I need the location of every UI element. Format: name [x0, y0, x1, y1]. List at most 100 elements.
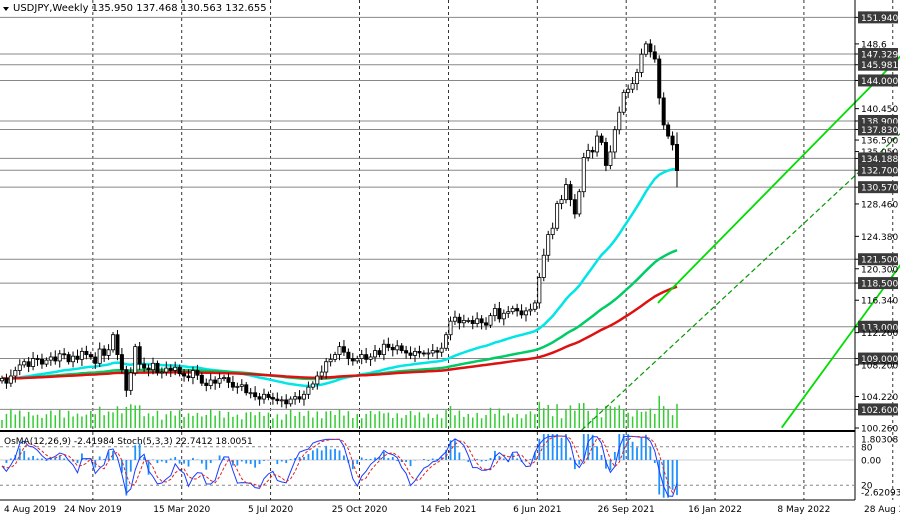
candle-body [57, 353, 62, 362]
candle-body [492, 308, 497, 317]
candle-body [563, 184, 568, 201]
channel-upper-line [657, 55, 900, 304]
price-tag [858, 152, 898, 165]
candle-body [133, 346, 138, 374]
candle-body [159, 371, 164, 374]
subwindow-scale-label: 20 [861, 482, 873, 492]
time-tick-label: 5 Jul 2020 [248, 505, 293, 515]
candle-body [381, 343, 386, 355]
time-tick-label: 24 Nov 2019 [64, 505, 122, 515]
candle-body [13, 370, 18, 377]
candle-body [168, 367, 173, 371]
price-tag [858, 352, 898, 365]
candle-body [417, 351, 422, 354]
channel-middle-line [581, 133, 900, 431]
price-tag-label: 118.500 [861, 280, 898, 290]
candle-body [675, 144, 680, 172]
price-tag [858, 403, 898, 416]
symbol-dropdown-icon[interactable] [3, 7, 9, 11]
time-tick-label: 26 Sep 2021 [598, 505, 655, 515]
price-tag [858, 58, 898, 71]
volume-bars [1, 395, 678, 428]
candle-body [586, 149, 591, 158]
candle-body [603, 142, 608, 166]
candle-body [301, 393, 306, 400]
price-tick-label: 104.220 [861, 393, 898, 403]
time-tick-label: 8 May 2022 [777, 505, 830, 515]
candle-body [102, 348, 107, 356]
candle-body [457, 316, 462, 324]
candle-body [506, 311, 511, 314]
moving-averages [1, 168, 678, 388]
price-tick-label: 100.260 [861, 425, 898, 435]
candle-body [284, 399, 289, 405]
candle-body [359, 354, 364, 359]
ema-cyan-line [1, 168, 677, 388]
candle-body [208, 379, 213, 386]
price-tick-label: 112.260 [861, 329, 898, 339]
candle-body [515, 308, 520, 312]
price-tag [858, 48, 898, 61]
price-tag-label: 102.600 [861, 406, 898, 416]
candle-body [39, 358, 44, 365]
candle-body [248, 392, 253, 395]
price-tick-label: 148.6 [861, 40, 887, 50]
candle-body [377, 350, 382, 355]
candle-body [395, 345, 400, 351]
candle-body [137, 346, 142, 365]
candle-body [44, 359, 49, 365]
candle-body [66, 354, 71, 363]
candle-body [595, 135, 600, 153]
candle-body [572, 199, 577, 215]
candle-body [222, 377, 227, 380]
candle-body [519, 310, 524, 316]
price-tag-label: 151.940 [861, 14, 898, 24]
candle-body [26, 361, 31, 367]
candle-body [532, 302, 537, 310]
candle-body [88, 354, 93, 358]
candle-body [310, 383, 315, 388]
candle-body [119, 354, 124, 371]
candle-body [275, 398, 280, 402]
price-tag-label: 147.329 [861, 51, 898, 61]
candle-body [577, 191, 582, 215]
candle-body [444, 334, 449, 349]
candle-body [315, 375, 320, 385]
candle-body [239, 384, 244, 387]
time-axis: 4 Aug 2019 24 Nov 2019 15 Mar 2020 5 Jul 20… [4, 505, 900, 515]
candle-body [0, 378, 4, 382]
candle-body [608, 151, 613, 166]
candle-body [635, 72, 640, 85]
subwindow-scale-label: 80 [861, 443, 873, 453]
candle-body [670, 135, 675, 146]
candle-body [568, 184, 573, 201]
candle-body [244, 384, 249, 394]
price-tag-label: 113.000 [861, 323, 898, 333]
candle-body [448, 320, 453, 336]
price-tag-label: 132.700 [861, 167, 898, 177]
candle-body [262, 393, 267, 400]
price-tag-label: 145.981 [861, 61, 898, 71]
price-tick-label: 124.380 [861, 233, 898, 243]
candle-body [195, 370, 200, 376]
candle-body [528, 308, 533, 312]
candle-body [555, 203, 560, 229]
ema-red-line [1, 285, 678, 380]
candle-body [479, 318, 484, 324]
time-tick-label: 4 Aug 2019 [4, 505, 56, 515]
time-tick-label: 14 Feb 2021 [420, 505, 476, 515]
candle-body [475, 318, 480, 324]
candle-body [612, 129, 617, 153]
price-tag [858, 181, 898, 194]
chart-header: USDJPY,Weekly 135.950 137.468 130.563 13… [13, 3, 267, 14]
candle-body [404, 350, 409, 354]
candle-body [452, 316, 457, 322]
candle-body [106, 349, 111, 356]
candle-body [253, 392, 258, 398]
candle-body [524, 310, 529, 316]
candle-body [430, 350, 435, 354]
price-tick-label: 120.300 [861, 265, 898, 275]
candle-body [421, 352, 426, 355]
